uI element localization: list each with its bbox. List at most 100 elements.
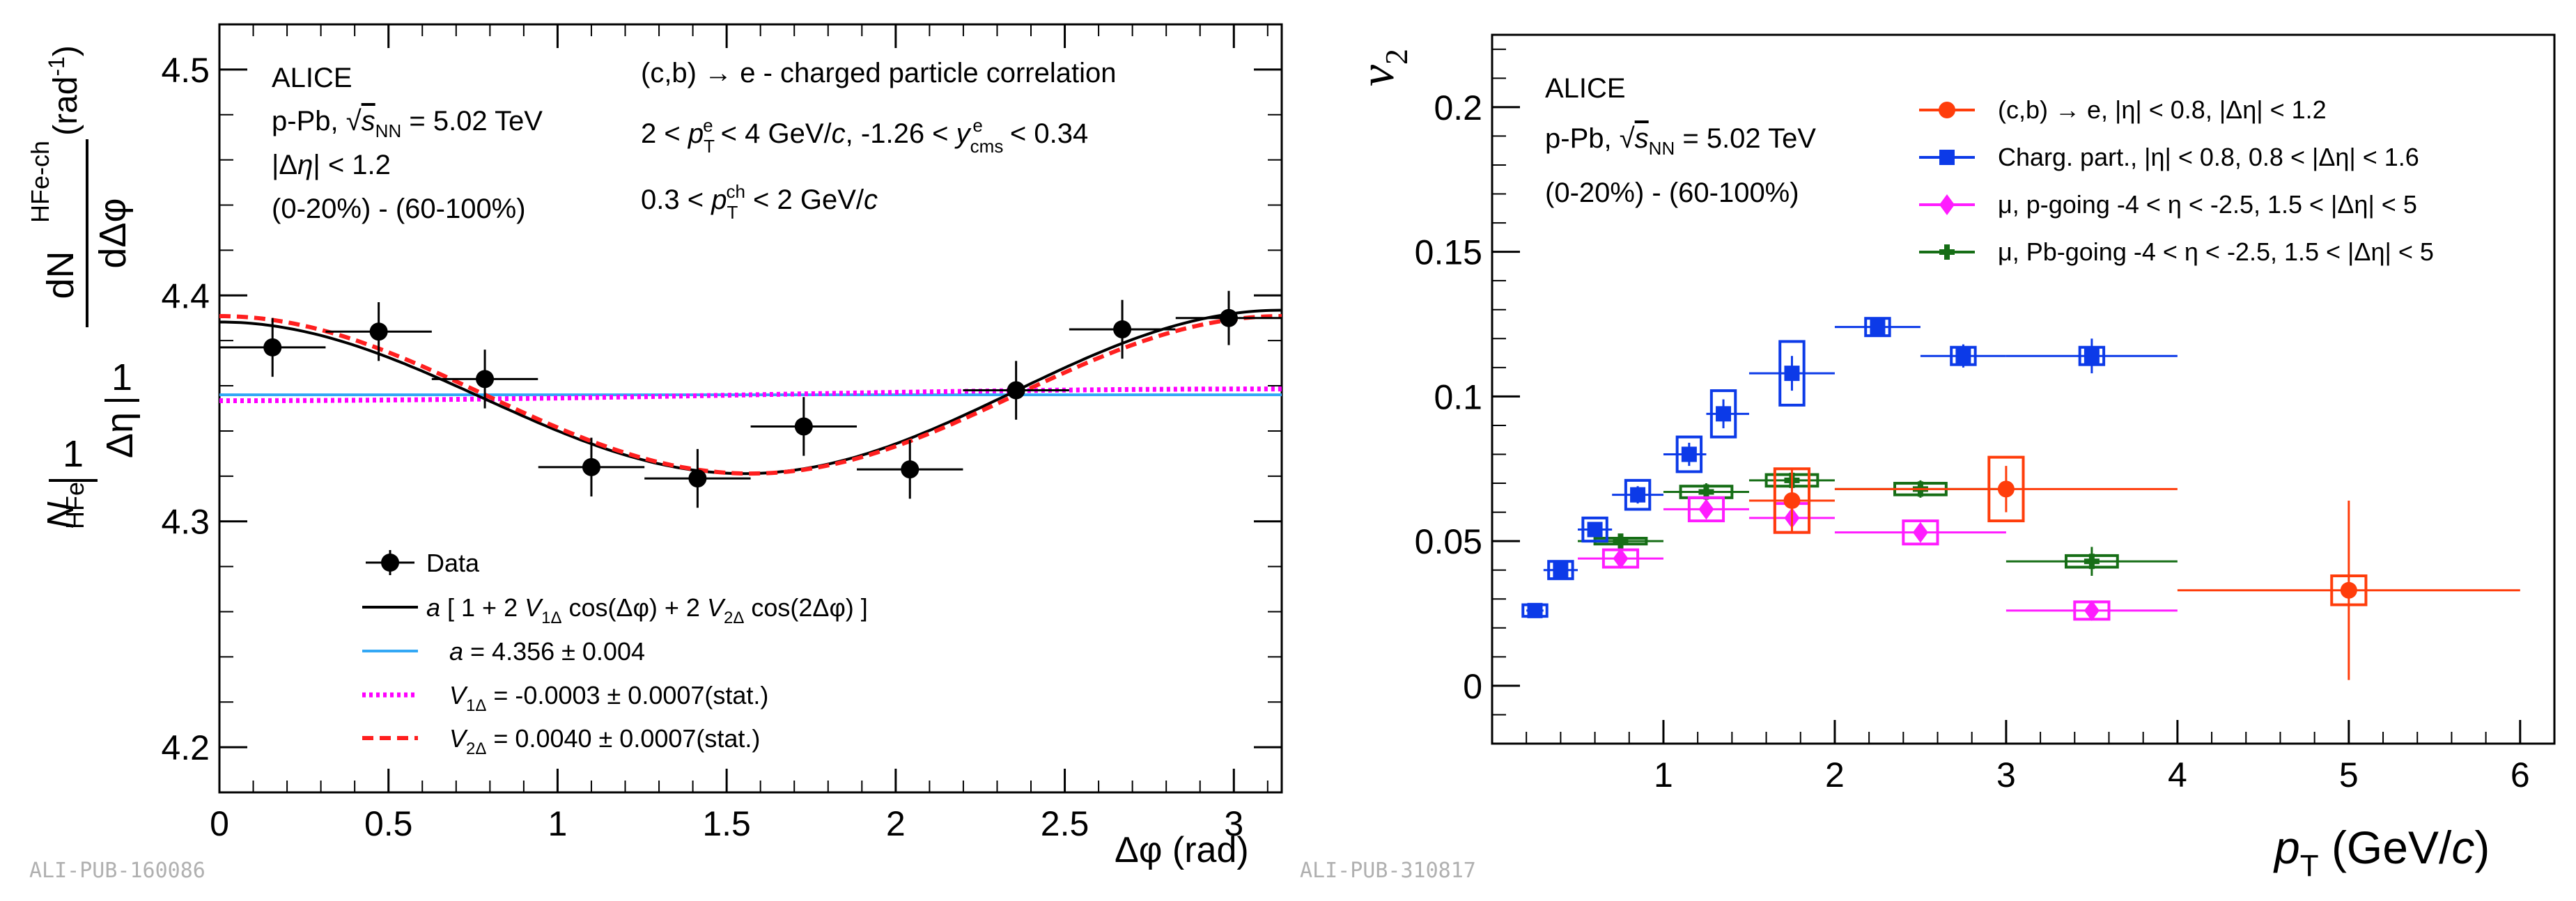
left-ann-cut1: 2 < pTe < 4 GeV/c, -1.26 < ycmse < 0.34 [641, 115, 1088, 157]
x-tick-label: 1 [1654, 755, 1673, 794]
y-tick-label: 4.3 [161, 503, 210, 542]
legend-marker [1939, 150, 1955, 165]
left-data-points [219, 290, 1282, 508]
data-point [263, 338, 282, 357]
series-marker [1698, 499, 1714, 520]
series-marker [1912, 522, 1928, 543]
ylabel-dn: dN [40, 251, 82, 299]
x-tick-label: 2 [1825, 755, 1845, 794]
data-point [794, 417, 813, 436]
series-syst-box [1773, 467, 1811, 534]
series-syst-box [1778, 340, 1806, 407]
series-marker [1527, 602, 1543, 618]
ylabel-unit: (rad-1) [44, 45, 84, 136]
series-marker [1955, 348, 1971, 364]
ylabel-ddphi: dΔφ [92, 198, 134, 268]
left-legend: Data a [ 1 + 2 V1Δ cos(Δφ) + 2 V2Δ cos(2… [362, 549, 868, 758]
data-point [1113, 320, 1132, 338]
right-ann-experiment: ALICE [1545, 73, 1626, 104]
series-syst-box [1675, 435, 1703, 473]
fit-curve-2 [219, 386, 1282, 403]
series-marker [1613, 548, 1629, 570]
legend-data-label: Data [426, 549, 480, 577]
ylabel-numer-1: 1 [63, 433, 84, 475]
legend-v1-label: V1Δ = -0.0003 ± 0.0007(stat.) [449, 681, 768, 715]
series-syst-box [1987, 455, 2025, 523]
left-pub-label: ALI-PUB-160086 [29, 859, 205, 883]
left-ann-cut2: 0.3 < pTch < 2 GeV/c [641, 181, 878, 223]
x-tick-label: 3 [1996, 755, 2016, 794]
legend-marker [1944, 244, 1950, 260]
data-point [688, 469, 707, 488]
series-marker [2084, 600, 2100, 621]
data-point [1219, 308, 1238, 327]
x-tick-label: 1 [548, 804, 568, 843]
x-tick-label: 0.5 [364, 804, 413, 843]
series-syst-box [2330, 574, 2368, 606]
legend-data-marker [381, 554, 399, 572]
ylabel-nhfe: N [40, 501, 82, 529]
series-marker [1716, 406, 1732, 422]
data-point [1007, 381, 1025, 400]
series-syst-box [1709, 389, 1737, 439]
series-syst-box [1547, 560, 1574, 581]
y-tick-label: 4.4 [161, 276, 210, 315]
left-plot-frame [218, 23, 1283, 794]
right-legend-label-2: μ, p-going -4 < η < -2.5, 1.5 < |Δη| < 5 [1998, 190, 2417, 219]
right-legend-label-0: (c,b) → e, |η| < 0.8, |Δη| < 1.2 [1998, 95, 2327, 124]
right-x-axis-label: pT (GeV/c) [2273, 822, 2490, 883]
left-ann-title: (c,b) → e - charged particle correlation [641, 58, 1117, 88]
series-syst-box [1902, 519, 1939, 546]
ylabel-hfech: HFe-ch [26, 141, 54, 223]
y-tick-label: 4.5 [161, 51, 210, 90]
right-panel: 1 2 3 4 5 6 0 0.05 0.1 0.15 0.2 v2 pT (GeV/c) ALIC… [1300, 33, 2556, 883]
y-tick-label: 4.2 [161, 728, 210, 767]
ylabel-deta: Δη [99, 412, 141, 458]
series-marker [1587, 522, 1603, 538]
right-legend-label-1: Charg. part., |η| < 0.8, 0.8 < |Δη| < 1.… [1998, 143, 2419, 171]
left-axis-ticks: 0 0.5 1 1.5 2 2.5 3 4.2 4.3 4.4 4.5 [161, 24, 1282, 843]
left-x-axis-label: Δφ (rad) [1115, 830, 1249, 870]
series-marker [1553, 562, 1569, 578]
y-tick-label: 0.1 [1434, 377, 1482, 416]
right-pub-label: ALI-PUB-310817 [1300, 859, 1476, 883]
left-ann-centrality: (0-20%) - (60-100%) [272, 194, 526, 224]
series-marker [1997, 480, 2015, 498]
series-marker [1784, 366, 1800, 382]
series-marker [1617, 533, 1624, 549]
series-syst-box [1624, 478, 1652, 511]
fit-curve-3 [219, 314, 1282, 476]
data-point [901, 460, 920, 479]
data-point [476, 370, 495, 389]
left-fit-curves [219, 308, 1282, 476]
series-syst-box [1864, 317, 1891, 338]
series-marker [2088, 554, 2095, 570]
x-tick-label: 2.5 [1041, 804, 1089, 843]
data-point [582, 457, 600, 476]
x-tick-label: 1.5 [702, 804, 751, 843]
series-marker [2340, 581, 2357, 599]
right-plot-frame [1491, 33, 2556, 745]
series-syst-box [2078, 345, 2106, 366]
series-syst-box [1687, 496, 1725, 523]
right-y-axis-label: v2 [1351, 49, 1414, 86]
x-tick-label: 0 [210, 804, 229, 843]
legend-v2-label: V2Δ = 0.0040 ± 0.0007(stat.) [449, 724, 760, 758]
ylabel-nhfe-sub: HFe [61, 482, 89, 529]
series-marker [1783, 492, 1801, 509]
x-tick-label: 4 [2168, 755, 2187, 794]
y-tick-label: 0 [1463, 667, 1482, 706]
y-tick-label: 0.05 [1415, 522, 1482, 561]
ylabel-numer-2: 1 [111, 357, 132, 398]
y-tick-label: 0.15 [1415, 233, 1482, 272]
series-marker [1870, 319, 1886, 335]
right-legend: (c,b) → e, |η| < 0.8, |Δη| < 1.2 Charg. … [1919, 95, 2434, 266]
left-panel: 0 0.5 1 1.5 2 2.5 3 4.2 4.3 4.4 4.5 1 N HFe 1 Δη d… [26, 23, 1283, 883]
series-marker [2084, 348, 2100, 364]
left-y-axis-label: 1 N HFe 1 Δη dN HFe-ch dΔφ (rad-1) [26, 45, 141, 529]
series-syst-box [1581, 516, 1608, 543]
x-tick-label: 6 [2511, 755, 2530, 794]
legend-marker [1939, 102, 1955, 118]
y-tick-label: 0.2 [1434, 88, 1482, 127]
x-tick-label: 3 [1224, 804, 1243, 843]
